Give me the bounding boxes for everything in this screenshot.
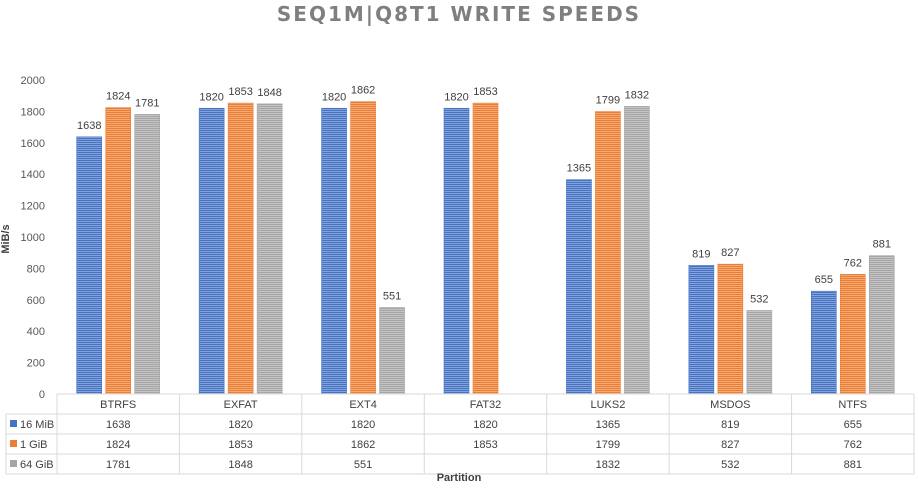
x-tick-label: MSDOS: [710, 399, 750, 411]
legend-label: 1 GiB: [20, 439, 48, 451]
x-tick-label: LUKS2: [590, 399, 625, 411]
data-label: 1853: [473, 86, 497, 98]
table-cell: 655: [844, 419, 862, 431]
table-cell: 1848: [228, 459, 252, 471]
table-cell: 1820: [228, 419, 252, 431]
legend-swatch: [10, 460, 17, 467]
y-tick-label: 1200: [21, 201, 45, 213]
data-label: 551: [383, 290, 401, 302]
y-tick-label: 2000: [21, 75, 45, 87]
table-cell: 1824: [106, 439, 130, 451]
data-label: 1862: [351, 85, 375, 97]
bar-exfat-1: [227, 102, 254, 395]
data-label: 1365: [567, 163, 591, 175]
legend-label: 16 MiB: [20, 419, 54, 431]
table-cell: 1820: [473, 419, 497, 431]
legend-label: 64 GiB: [20, 459, 54, 471]
data-label: 1832: [625, 89, 649, 101]
bar-luks2-1: [595, 111, 621, 395]
bar-btrfs-0: [76, 136, 103, 395]
table-cell: 827: [721, 439, 739, 451]
chart-title: SEQ1M|Q8T1 WRITE SPEEDS: [276, 2, 642, 26]
bar-msdos-1: [717, 263, 744, 395]
y-tick-label: 1600: [21, 138, 45, 150]
data-label: 819: [692, 248, 710, 260]
table-cell: 532: [721, 459, 739, 471]
table-cell: 1832: [596, 459, 620, 471]
y-tick-label: 800: [27, 263, 45, 275]
table-cell: 1853: [473, 439, 497, 451]
x-axis-label: Partition: [436, 472, 482, 484]
x-tick-label: EXFAT: [224, 399, 258, 411]
bar-ntfs-0: [810, 290, 837, 395]
bar-msdos-0: [688, 265, 715, 395]
y-tick-label: 400: [27, 326, 45, 338]
table-cell: 1799: [596, 439, 620, 451]
data-label: 1853: [228, 86, 252, 98]
legend-swatch: [10, 440, 17, 447]
data-label: 1824: [106, 91, 130, 103]
data-label: 1820: [322, 91, 346, 103]
y-tick-label: 0: [39, 389, 45, 401]
table-cell: 1365: [596, 419, 620, 431]
table-cell: 1781: [106, 459, 130, 471]
y-tick-label: 200: [27, 358, 45, 370]
bar-luks2-0: [566, 179, 592, 395]
table-cell: 819: [721, 419, 739, 431]
bar-msdos-2: [746, 310, 773, 395]
data-label: 762: [844, 257, 862, 269]
bar-btrfs-2: [134, 114, 161, 395]
y-tick-label: 1000: [21, 232, 45, 244]
data-label: 655: [815, 274, 833, 286]
table-cell: 1638: [106, 419, 130, 431]
bar-fat32-1: [472, 102, 499, 395]
bar-ext4-0: [321, 107, 347, 395]
y-tick-label: 1800: [21, 106, 45, 118]
bar-exfat-0: [198, 107, 225, 395]
legend-swatch: [10, 420, 17, 427]
bar-btrfs-1: [105, 107, 132, 395]
data-label: 1799: [596, 95, 620, 107]
bar-ntfs-1: [839, 274, 866, 395]
x-tick-label: EXT4: [349, 399, 377, 411]
bar-ntfs-2: [868, 255, 895, 395]
x-tick-label: NTFS: [838, 399, 867, 411]
x-tick-label: FAT32: [470, 399, 502, 411]
bar-ext4-2: [379, 307, 405, 395]
y-tick-label: 1400: [21, 169, 45, 181]
data-label: 881: [873, 239, 891, 251]
data-label: 1781: [135, 97, 159, 109]
table-cell: 551: [354, 459, 372, 471]
y-axis-label: MiB/s: [0, 224, 12, 254]
bar-exfat-2: [256, 103, 283, 395]
data-label: 1638: [77, 120, 101, 132]
y-tick-label: 600: [27, 295, 45, 307]
table-cell: 762: [844, 439, 862, 451]
table-cell: 1853: [228, 439, 252, 451]
table-cell: 1862: [351, 439, 375, 451]
bar-luks2-2: [624, 106, 650, 395]
data-label: 532: [750, 293, 768, 305]
bar-ext4-1: [350, 101, 376, 395]
data-label: 1820: [199, 91, 223, 103]
data-label: 827: [721, 247, 739, 259]
bar-fat32-0: [443, 107, 470, 395]
x-tick-label: BTRFS: [100, 399, 136, 411]
data-label: 1820: [444, 91, 468, 103]
table-cell: 881: [844, 459, 862, 471]
data-label: 1848: [257, 87, 281, 99]
table-cell: 1820: [351, 419, 375, 431]
